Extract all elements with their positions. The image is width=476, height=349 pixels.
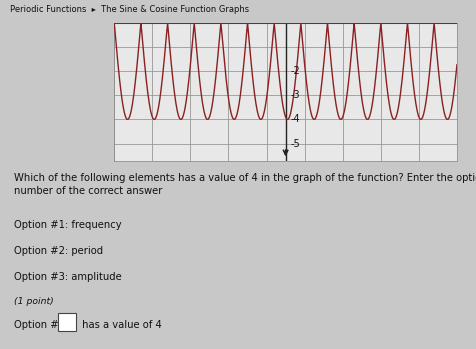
- Text: Which of the following elements has a value of 4 in the graph of the function? E: Which of the following elements has a va…: [14, 173, 476, 196]
- Text: has a value of 4: has a value of 4: [79, 320, 162, 330]
- Text: Option #: Option #: [14, 320, 59, 330]
- Text: -2: -2: [290, 66, 300, 76]
- Text: Option #1: frequency: Option #1: frequency: [14, 220, 122, 230]
- Bar: [59, 313, 76, 331]
- Text: Option #3: amplitude: Option #3: amplitude: [14, 272, 122, 282]
- Text: -3: -3: [290, 90, 300, 100]
- Text: -4: -4: [290, 114, 300, 125]
- Text: Periodic Functions  ▸  The Sine & Cosine Function Graphs: Periodic Functions ▸ The Sine & Cosine F…: [10, 5, 248, 14]
- Text: (1 point): (1 point): [14, 297, 54, 306]
- Text: -5: -5: [290, 139, 300, 149]
- Text: Option #2: period: Option #2: period: [14, 246, 103, 256]
